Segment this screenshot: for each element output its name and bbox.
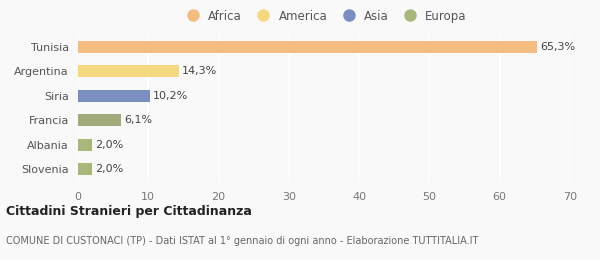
Bar xyxy=(78,89,149,102)
Legend: Africa, America, Asia, Europa: Africa, America, Asia, Europa xyxy=(179,7,469,25)
Bar xyxy=(78,41,537,53)
Bar xyxy=(78,65,179,77)
Text: 10,2%: 10,2% xyxy=(153,91,188,101)
Text: 2,0%: 2,0% xyxy=(95,164,124,174)
Text: 6,1%: 6,1% xyxy=(124,115,152,125)
Bar xyxy=(78,163,92,175)
Text: Cittadini Stranieri per Cittadinanza: Cittadini Stranieri per Cittadinanza xyxy=(6,205,252,218)
Text: COMUNE DI CUSTONACI (TP) - Dati ISTAT al 1° gennaio di ogni anno - Elaborazione : COMUNE DI CUSTONACI (TP) - Dati ISTAT al… xyxy=(6,236,478,246)
Text: 65,3%: 65,3% xyxy=(541,42,575,52)
Bar xyxy=(78,139,92,151)
Text: 2,0%: 2,0% xyxy=(95,140,124,150)
Text: 14,3%: 14,3% xyxy=(182,66,217,76)
Bar xyxy=(78,114,121,126)
